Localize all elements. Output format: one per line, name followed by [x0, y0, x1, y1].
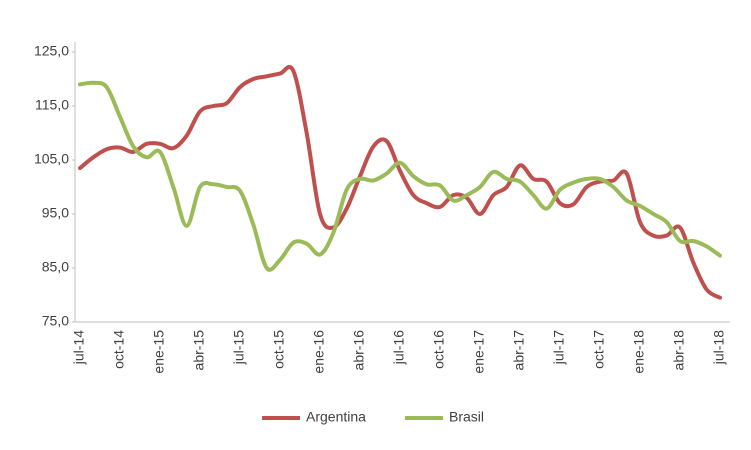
x-tick-label: jul-15: [231, 330, 247, 365]
x-tick-label: abr-18: [671, 330, 687, 371]
x-tick-label: jul-18: [711, 330, 727, 365]
x-tick-label: ene-15: [151, 330, 167, 374]
series-line: [78, 65, 722, 300]
x-tick-label: ene-16: [311, 330, 327, 374]
legend-label: Brasil: [449, 409, 484, 425]
y-tick-label: 115,0: [35, 97, 69, 113]
y-tick-label: 105,0: [34, 151, 69, 167]
x-tick-label: ene-18: [631, 330, 647, 374]
x-tick-label: ene-17: [471, 330, 487, 374]
y-tick-label: 125,0: [34, 43, 69, 59]
y-tick-label: 95,0: [42, 205, 69, 221]
x-tick-label: abr-17: [511, 330, 527, 371]
x-tick-label: jul-16: [391, 330, 407, 365]
x-tick-label: oct-14: [111, 330, 127, 369]
x-tick-label: oct-16: [431, 330, 447, 369]
y-tick-label: 75,0: [42, 313, 69, 329]
x-tick-label: oct-17: [591, 330, 607, 369]
x-tick-label: jul-17: [551, 330, 567, 365]
y-tick-label: 85,0: [42, 259, 69, 275]
x-tick-label: abr-15: [191, 330, 207, 371]
x-tick-label: oct-15: [271, 330, 287, 369]
x-tick-label: abr-16: [351, 330, 367, 371]
series-line: [78, 80, 722, 272]
x-tick-label: jul-14: [71, 330, 87, 365]
legend-label: Argentina: [306, 409, 366, 425]
